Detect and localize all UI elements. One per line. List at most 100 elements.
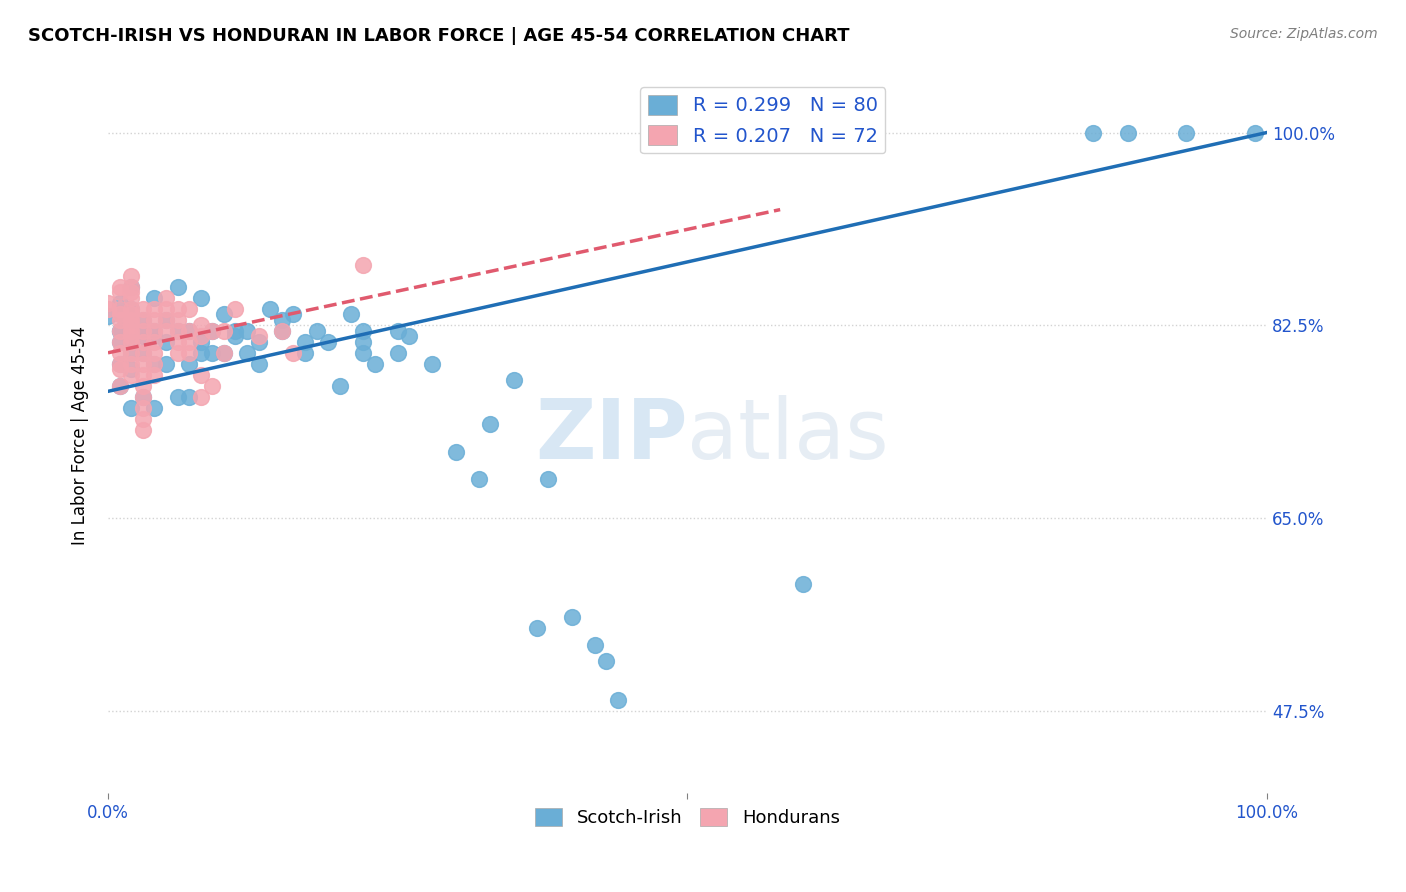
Point [155, 357, 177, 371]
Point [340, 307, 363, 321]
Point [329, 379, 352, 393]
Point [108, 334, 131, 349]
Point [132, 346, 155, 360]
Point [606, 692, 628, 706]
Point [108, 379, 131, 393]
Point [108, 334, 131, 349]
Point [1244, 126, 1267, 140]
Point [305, 324, 328, 338]
Point [224, 324, 246, 338]
Point [143, 357, 166, 371]
Point [190, 390, 212, 404]
Point [468, 473, 491, 487]
Point [108, 279, 131, 293]
Point [294, 346, 316, 360]
Point [132, 324, 155, 338]
Point [179, 334, 201, 349]
Point [352, 346, 374, 360]
Point [270, 324, 292, 338]
Point [1081, 126, 1104, 140]
Point [143, 401, 166, 415]
Point [526, 621, 548, 635]
Point [166, 279, 188, 293]
Point [283, 307, 305, 321]
Point [190, 334, 212, 349]
Point [502, 373, 524, 387]
Point [583, 638, 606, 652]
Point [155, 291, 177, 305]
Point [398, 329, 420, 343]
Point [201, 324, 224, 338]
Point [247, 334, 270, 349]
Point [294, 334, 316, 349]
Point [212, 324, 235, 338]
Point [143, 368, 166, 382]
Point [132, 423, 155, 437]
Point [132, 379, 155, 393]
Point [247, 357, 270, 371]
Point [120, 401, 142, 415]
Point [143, 324, 166, 338]
Point [201, 379, 224, 393]
Point [120, 324, 142, 338]
Point [179, 390, 201, 404]
Point [97, 296, 120, 310]
Point [190, 329, 212, 343]
Point [108, 324, 131, 338]
Text: Source: ZipAtlas.com: Source: ZipAtlas.com [1230, 27, 1378, 41]
Point [352, 324, 374, 338]
Point [132, 412, 155, 426]
Point [283, 346, 305, 360]
Point [444, 445, 467, 459]
Point [108, 324, 131, 338]
Point [166, 324, 188, 338]
Point [561, 610, 583, 624]
Point [120, 362, 142, 376]
Point [120, 279, 142, 293]
Point [143, 324, 166, 338]
Point [166, 301, 188, 316]
Point [387, 324, 409, 338]
Point [179, 357, 201, 371]
Point [132, 312, 155, 326]
Point [166, 390, 188, 404]
Point [108, 296, 131, 310]
Point [143, 346, 166, 360]
Point [108, 301, 131, 316]
Point [108, 357, 131, 371]
Point [120, 268, 142, 283]
Point [479, 417, 502, 432]
Point [108, 307, 131, 321]
Y-axis label: In Labor Force | Age 45-54: In Labor Force | Age 45-54 [72, 326, 89, 545]
Point [108, 379, 131, 393]
Point [190, 291, 212, 305]
Point [97, 301, 120, 316]
Point [155, 301, 177, 316]
Point [190, 346, 212, 360]
Point [155, 334, 177, 349]
Point [132, 390, 155, 404]
Point [120, 346, 142, 360]
Point [190, 368, 212, 382]
Point [108, 285, 131, 300]
Point [212, 346, 235, 360]
Point [120, 334, 142, 349]
Point [120, 368, 142, 382]
Point [132, 312, 155, 326]
Point [143, 301, 166, 316]
Point [132, 301, 155, 316]
Point [120, 301, 142, 316]
Point [132, 324, 155, 338]
Point [120, 357, 142, 371]
Point [422, 357, 444, 371]
Point [143, 329, 166, 343]
Point [155, 324, 177, 338]
Point [132, 334, 155, 349]
Point [352, 334, 374, 349]
Point [132, 357, 155, 371]
Point [387, 346, 409, 360]
Point [120, 285, 142, 300]
Point [108, 307, 131, 321]
Text: SCOTCH-IRISH VS HONDURAN IN LABOR FORCE | AGE 45-54 CORRELATION CHART: SCOTCH-IRISH VS HONDURAN IN LABOR FORCE … [28, 27, 849, 45]
Point [1116, 126, 1139, 140]
